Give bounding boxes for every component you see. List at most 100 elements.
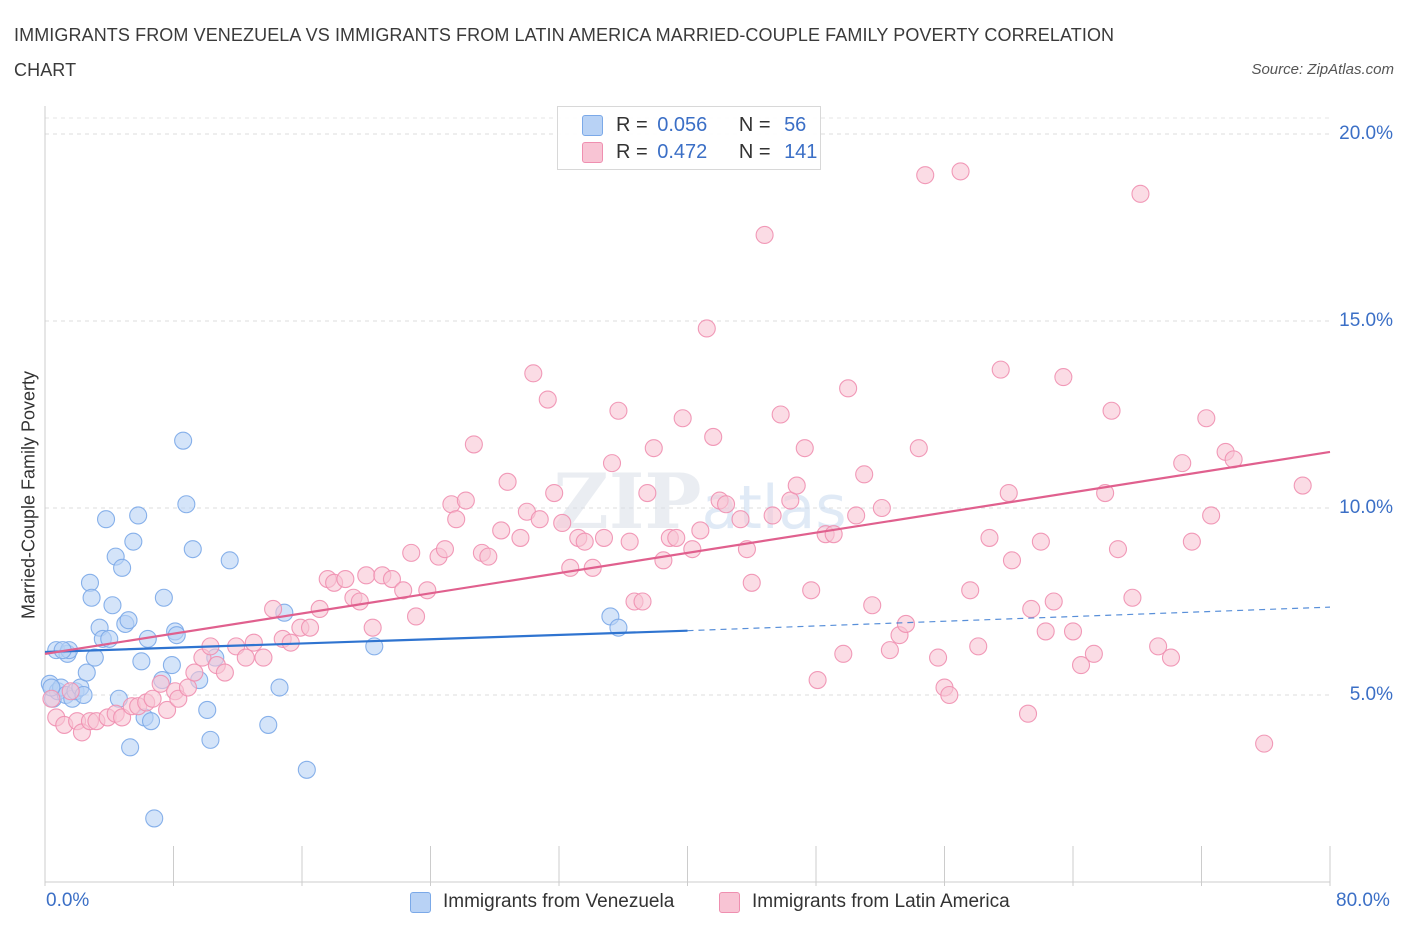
legend-r-label: R = [616, 141, 648, 163]
point-latin-america [498, 472, 517, 491]
point-latin-america [763, 506, 782, 525]
point-latin-america [511, 528, 530, 547]
point-venezuela [124, 532, 143, 551]
y-tick-label: 15.0% [1339, 310, 1393, 331]
point-latin-america [350, 592, 369, 611]
point-latin-america [795, 439, 814, 458]
point-venezuela [129, 506, 148, 525]
point-latin-america [1071, 656, 1091, 675]
point-latin-america [244, 633, 263, 652]
point-venezuela [220, 551, 239, 570]
bottom-legend-swatch-venezuela [410, 892, 431, 913]
point-latin-america [264, 599, 283, 619]
point-latin-america [633, 592, 652, 611]
point-latin-america [1182, 532, 1201, 551]
point-latin-america [1018, 704, 1038, 723]
correlation-legend: R = 0.056 N = 56 R = 0.472 N = 141 [557, 106, 821, 170]
trend-line-venezuela-extrapolated [687, 606, 1331, 632]
y-tick-label: 5.0% [1349, 684, 1393, 705]
point-venezuela [270, 678, 289, 697]
point-latin-america [602, 454, 622, 473]
point-latin-america [594, 528, 614, 547]
legend-n-value: 141 [784, 141, 818, 163]
point-latin-america [999, 483, 1018, 503]
point-latin-america [561, 558, 580, 577]
point-latin-america [236, 648, 255, 667]
point-latin-america [731, 510, 750, 529]
trend-line-venezuela [44, 629, 688, 654]
point-latin-america [951, 162, 970, 181]
point-latin-america [538, 390, 557, 409]
point-venezuela [119, 611, 138, 630]
point-latin-america [479, 547, 498, 566]
point-venezuela [297, 760, 316, 779]
point-latin-america [834, 644, 853, 663]
point-venezuela [259, 715, 278, 734]
point-latin-america [704, 427, 723, 446]
point-latin-america [1197, 409, 1216, 428]
point-latin-america [847, 506, 866, 525]
point-latin-america [300, 618, 320, 637]
chart-title: IMMIGRANTS FROM VENEZUELA VS IMMIGRANTS … [14, 25, 1115, 80]
point-latin-america [418, 581, 437, 600]
y-tick-label: 20.0% [1339, 123, 1393, 144]
legend-r-value: 0.472 [657, 141, 708, 163]
point-latin-america [683, 540, 702, 559]
point-latin-america [254, 648, 273, 667]
point-latin-america [771, 405, 790, 424]
point-latin-america [929, 648, 948, 667]
point-latin-america [1102, 401, 1121, 420]
bottom-legend-swatch-latin-america [719, 892, 740, 913]
point-latin-america [916, 166, 935, 185]
source-label: Source: ZipAtlas.com [1251, 61, 1394, 78]
point-latin-america [691, 521, 710, 540]
point-latin-america [991, 360, 1010, 379]
point-latin-america [456, 491, 475, 510]
y-tick-label: 10.0% [1339, 497, 1393, 518]
point-venezuela [177, 495, 196, 514]
point-venezuela [113, 558, 132, 577]
point-latin-america [872, 498, 891, 518]
point-latin-america [855, 465, 874, 484]
point-latin-america [969, 637, 988, 656]
point-latin-america [1161, 648, 1181, 667]
point-latin-america [1255, 734, 1274, 753]
trend-line-latin-america [44, 450, 1331, 655]
point-latin-america [357, 566, 376, 585]
point-latin-america [447, 510, 466, 529]
point-latin-america [382, 570, 402, 589]
point-latin-america [940, 685, 959, 705]
point-latin-america [1084, 644, 1103, 663]
point-latin-america [158, 700, 177, 720]
point-venezuela [145, 809, 164, 828]
point-latin-america [880, 641, 899, 660]
point-latin-america [553, 513, 572, 533]
point-latin-america [673, 409, 692, 428]
legend-n-value: 56 [784, 114, 807, 136]
point-latin-america [980, 528, 999, 547]
point-latin-america [716, 495, 736, 514]
point-venezuela [174, 431, 193, 450]
point-latin-america [336, 570, 355, 589]
point-latin-america [406, 607, 426, 626]
point-latin-america [1123, 588, 1142, 607]
point-latin-america [394, 581, 413, 600]
point-latin-america [143, 689, 162, 708]
legend-swatch-latin-america [582, 142, 603, 163]
point-latin-america [644, 439, 663, 458]
point-latin-america [402, 543, 421, 562]
point-venezuela [103, 596, 122, 615]
point-latin-america [697, 319, 716, 338]
point-latin-america [1054, 368, 1073, 387]
point-latin-america [802, 581, 821, 600]
point-latin-america [1149, 637, 1168, 656]
point-venezuela [198, 700, 217, 720]
point-latin-america [961, 581, 980, 600]
point-latin-america [178, 678, 198, 697]
point-latin-america [363, 618, 382, 637]
point-venezuela [77, 663, 96, 682]
point-latin-america [215, 663, 234, 682]
point-venezuela [85, 648, 104, 667]
point-latin-america [1173, 454, 1192, 473]
